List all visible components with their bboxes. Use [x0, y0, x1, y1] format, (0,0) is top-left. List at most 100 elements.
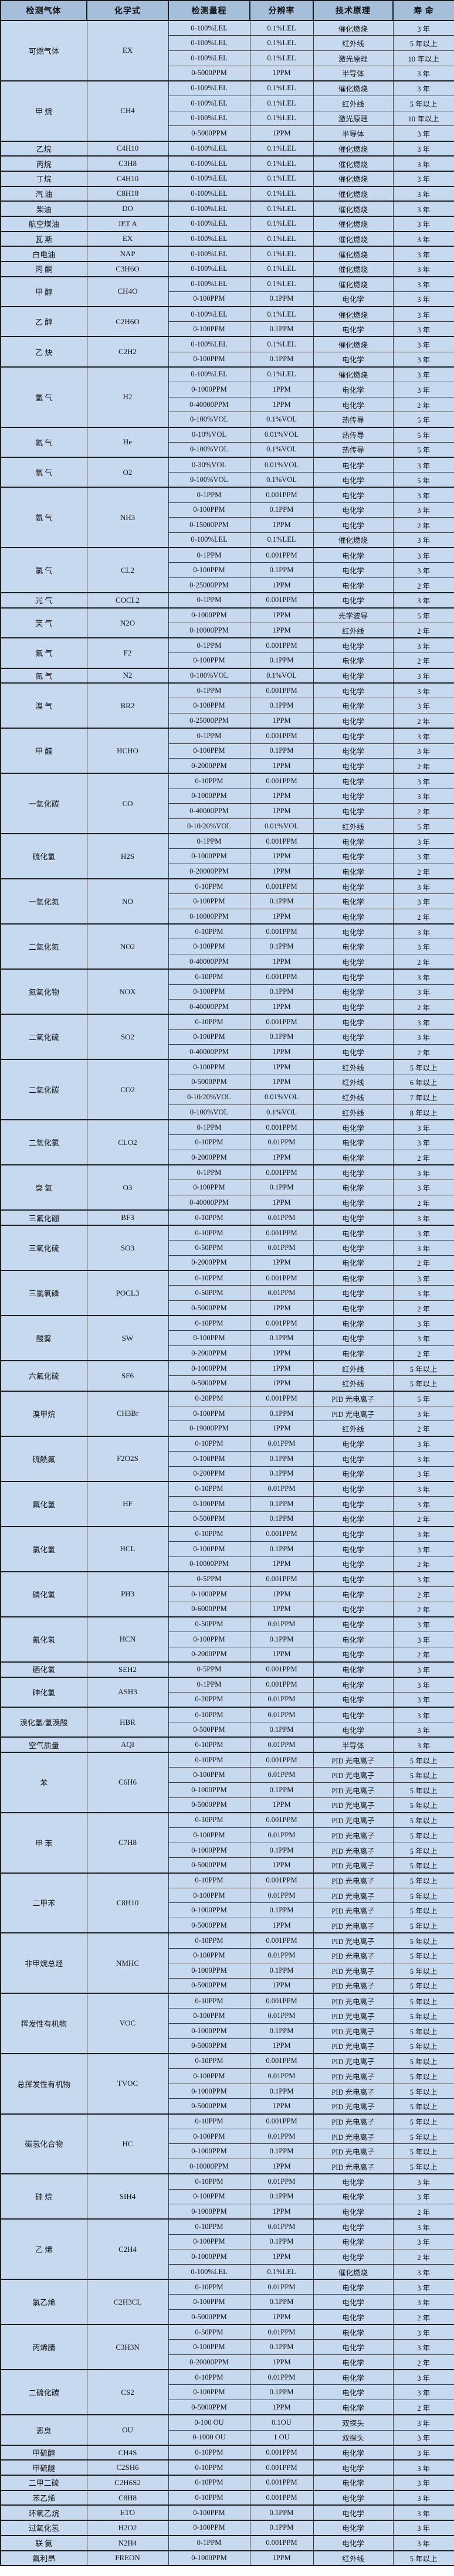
lifetime-cell: 3 年: [392, 1480, 454, 1497]
resolution-cell: 1PPM: [249, 382, 314, 397]
lifetime-cell: 3 年: [392, 1240, 454, 1256]
principle-cell: 电化学: [313, 698, 394, 714]
lifetime-cell: 5 年以上: [392, 1977, 454, 1994]
gas-name-cell: 丙烷: [0, 155, 87, 172]
lifetime-cell: 5 年以上: [392, 1993, 454, 2009]
range-cell: 0-10PPM: [168, 773, 250, 789]
principle-cell: 电化学: [313, 667, 394, 684]
formula-cell: NO: [86, 878, 169, 925]
resolution-cell: 0.1PPM: [249, 893, 314, 910]
principle-cell: 电化学: [313, 1240, 394, 1256]
lifetime-cell: 5 年以上: [392, 2023, 454, 2039]
formula-cell: ETO: [86, 2504, 169, 2521]
formula-cell: C8H8: [86, 2489, 169, 2506]
principle-cell: PID 光电离子: [313, 2098, 394, 2115]
range-cell: 0-5000PPM: [168, 2038, 250, 2054]
principle-cell: 电化学: [313, 1134, 394, 1151]
resolution-cell: 0.1%VOL: [249, 667, 314, 684]
principle-cell: PID 光电离子: [313, 1752, 394, 1768]
range-cell: 0-100%LEL: [168, 185, 250, 202]
table-row: 0-1000PPM 1PPM 电化学 2 年: [1, 1586, 454, 1602]
principle-cell: 电化学: [313, 1496, 394, 1512]
range-cell: 0-100PPM: [168, 502, 250, 518]
table-row: 0-100PPM 0.1PPM 电化学 3 年: [1, 1330, 454, 1346]
table-row: 0-1000PPM 0.1PPM PID 光电离子 5 年以上: [1, 2083, 454, 2099]
table-row: 乙 烯 C2H4 0-10PPM 0.01PPM 电化学 3 年: [0, 2218, 454, 2280]
range-cell: 0-25000PPM: [168, 577, 250, 593]
resolution-cell: 0.01PPM: [249, 1948, 314, 1964]
table-row: 0-100PPM 0.1PPM 电化学 3 年: [1, 2339, 454, 2356]
principle-cell: 催化燃烧: [313, 276, 394, 292]
table-row: 0-100PPM 0.1PPM 电化学 3 年: [1, 291, 454, 307]
lifetime-cell: 3 年: [392, 2369, 454, 2385]
header-row: 检测气体 化学式 检测量程 分辨率 技术原理 寿 命: [0, 0, 454, 21]
lifetime-cell: 3 年: [392, 1225, 454, 1241]
principle-cell: 电化学: [313, 2369, 394, 2385]
table-row: 0-2000PPM 1PPM 电化学 2 年: [1, 1255, 454, 1271]
principle-cell: 催化燃烧: [313, 215, 394, 232]
table-row: 0-1000PPM 1PPM 电化学 3 年: [1, 848, 454, 864]
gas-name-cell: 二甲苯: [0, 1872, 87, 1933]
table-row: 0-10000PPM 1PPM 电化学 2 年: [1, 1556, 454, 1572]
table-row: 0-25000PPM 1PPM 电化学 2 年: [1, 577, 454, 593]
range-cell: 0-10000PPM: [168, 909, 250, 925]
table-row: 0-5000PPM 1PPM 半导体 3 年: [1, 65, 454, 81]
resolution-cell: 0.001PPM: [249, 2459, 314, 2476]
principle-cell: 电化学: [313, 472, 394, 488]
resolution-cell: 0.001PPM: [249, 637, 314, 654]
table-row: 0-100PPM 0.1PPM 电化学 3 年: [1, 2234, 454, 2250]
table-row: 0-500PPM 0.1PPM 电化学 3 年: [1, 1722, 454, 1738]
lifetime-cell: 3 年: [392, 20, 454, 36]
principle-cell: 电化学: [313, 848, 394, 864]
resolution-cell: 1PPM: [249, 1586, 314, 1602]
gas-name-cell: 酸雾: [0, 1315, 87, 1361]
lifetime-cell: 3 年: [392, 155, 454, 172]
table-row: 0-5000PPM 1PPM 电化学 2 年: [1, 2309, 454, 2325]
lifetime-cell: 5 年以上: [392, 1857, 454, 1874]
lifetime-cell: 3 年: [392, 140, 454, 157]
formula-cell: SF6: [86, 1360, 169, 1392]
resolution-cell: 1PPM: [249, 1375, 314, 1392]
resolution-cell: 1PPM: [249, 713, 314, 729]
principle-cell: 电化学: [313, 1209, 394, 1226]
lifetime-cell: 3 年: [392, 547, 454, 563]
lifetime-cell: 3 年: [392, 698, 454, 714]
gas-name-cell: 溴甲烷: [0, 1390, 87, 1437]
range-cell: 0-100PPM: [168, 2504, 250, 2521]
table-row: 0-40000PPM 1PPM 电化学 2 年: [1, 999, 454, 1015]
resolution-cell: 1PPM: [249, 864, 314, 879]
table-row: 0-19000PPM 1PPM 红外线 2 年: [1, 1420, 454, 1437]
lifetime-cell: 3 年: [392, 1691, 454, 1708]
table-row: 0-2000PPM 1PPM 电化学 2 年: [1, 1646, 454, 1663]
principle-cell: 电化学: [313, 2294, 394, 2310]
lifetime-cell: 5 年以上: [392, 1948, 454, 1964]
resolution-cell: 1PPM: [249, 623, 314, 638]
range-cell: 0-100PPM: [168, 351, 250, 368]
lifetime-cell: 3 年: [392, 592, 454, 609]
resolution-cell: 1PPM: [249, 1255, 314, 1271]
formula-cell: EX: [86, 20, 169, 81]
lifetime-cell: 5 年以上: [392, 1360, 454, 1377]
resolution-cell: 0.001PPM: [249, 1571, 314, 1587]
resolution-cell: 0.01PPM: [249, 1134, 314, 1151]
lifetime-cell: 3 年: [392, 2520, 454, 2536]
resolution-cell: 0.1PPM: [249, 1029, 314, 1045]
table-row: 0-5000PPM 1PPM PID 光电离子 5 年以上: [1, 2098, 454, 2115]
lifetime-cell: 3 年: [392, 321, 454, 337]
range-cell: 0-100%LEL: [168, 276, 250, 292]
gas-name-cell: 硅 烷: [0, 2173, 87, 2220]
table-row: 二氧化碳 CO2 0-100PPM 1PPM 红外线 5 年以上: [0, 1059, 454, 1120]
table-row: 0-5000PPM 1PPM PID 光电离子 5 年以上: [1, 1977, 454, 1994]
range-cell: 0-100PPM: [168, 2234, 250, 2250]
range-cell: 0-100%VOL: [168, 1105, 250, 1120]
resolution-cell: 0.001PPM: [249, 1315, 314, 1331]
table-row: 三氧化硫 SO3 0-10PPM 0.001PPM 电化学 3 年: [0, 1224, 454, 1271]
resolution-cell: 0.001PPM: [249, 1014, 314, 1030]
lifetime-cell: 5 年以上: [392, 1059, 454, 1075]
resolution-cell: 0.1PPM: [249, 2384, 314, 2401]
principle-cell: PID 光电离子: [313, 1902, 394, 1919]
resolution-cell: 0.1PPM: [249, 1963, 314, 1979]
resolution-cell: 1PPM: [249, 1556, 314, 1572]
lifetime-cell: 6 年以上: [392, 1074, 454, 1090]
resolution-cell: 0.001PPM: [249, 833, 314, 849]
